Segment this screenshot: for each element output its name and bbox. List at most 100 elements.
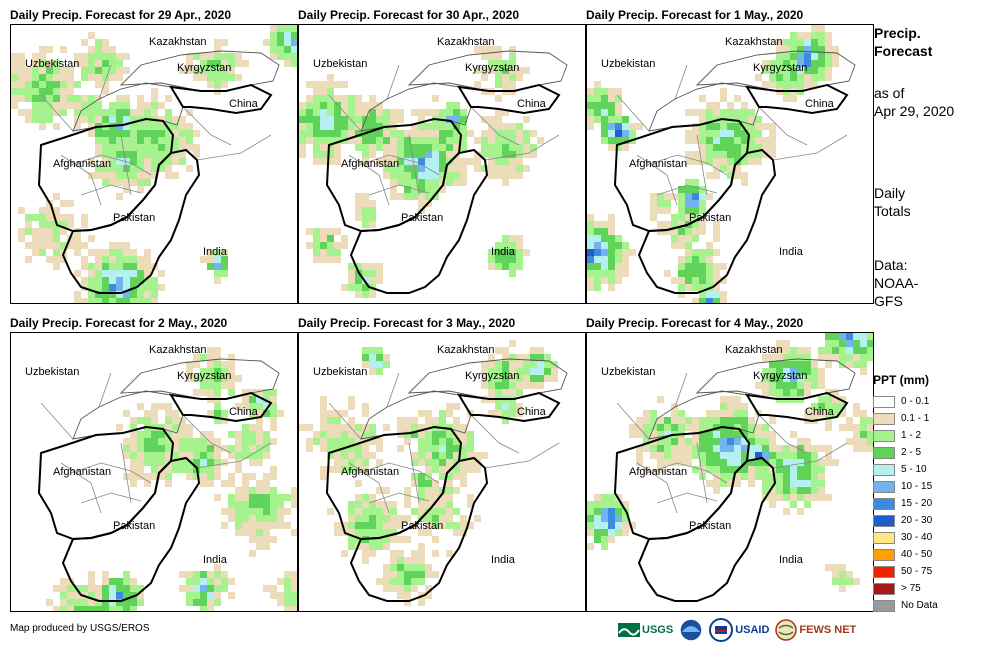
precip-cell — [734, 116, 741, 123]
country-label-kazakhstan: Kazakhstan — [149, 344, 206, 356]
precip-cell — [544, 368, 551, 375]
precip-cell — [137, 256, 144, 263]
precip-cell — [193, 585, 200, 592]
precip-cell — [320, 130, 327, 137]
precip-cell — [320, 228, 327, 235]
precip-cell — [432, 193, 439, 200]
precip-cell — [425, 487, 432, 494]
precip-cell — [685, 242, 692, 249]
precip-cell — [811, 53, 818, 60]
precip-cell — [797, 354, 804, 361]
precip-cell — [594, 515, 601, 522]
precip-cell — [608, 144, 615, 151]
precip-cell — [355, 102, 362, 109]
precip-cell — [214, 368, 221, 375]
precip-cell — [383, 585, 390, 592]
precip-cell — [516, 165, 523, 172]
precip-cell — [214, 599, 221, 606]
precip-cell — [355, 109, 362, 116]
precip-cell — [39, 88, 46, 95]
precip-cell — [397, 109, 404, 116]
country-label-uzbekistan: Uzbekistan — [313, 58, 367, 70]
precip-cell — [81, 95, 88, 102]
legend-swatch — [873, 446, 895, 459]
precip-cell — [207, 592, 214, 599]
precip-cell — [207, 74, 214, 81]
precip-cell — [601, 508, 608, 515]
precip-cell — [720, 109, 727, 116]
precip-cell — [95, 291, 102, 298]
precip-cell — [327, 81, 334, 88]
precip-cell — [509, 158, 516, 165]
precip-cell — [46, 221, 53, 228]
precip-cell — [650, 193, 657, 200]
precip-cell — [228, 515, 235, 522]
precip-cell — [207, 452, 214, 459]
precip-cell — [137, 585, 144, 592]
precip-cell — [214, 277, 221, 284]
precip-cell — [137, 592, 144, 599]
precip-cell — [509, 235, 516, 242]
precip-cell — [411, 508, 418, 515]
precip-cell — [811, 494, 818, 501]
precip-cell — [151, 172, 158, 179]
precip-cell — [348, 137, 355, 144]
precip-cell — [818, 46, 825, 53]
precip-cell — [832, 403, 839, 410]
precip-cell — [811, 46, 818, 53]
precip-cell — [432, 95, 439, 102]
precip-cell — [369, 368, 376, 375]
precip-cell — [144, 438, 151, 445]
precip-cell — [734, 438, 741, 445]
precip-cell — [397, 172, 404, 179]
precip-cell — [418, 137, 425, 144]
country-borders — [37, 50, 280, 294]
precip-cell — [284, 571, 291, 578]
precip-cell — [299, 102, 306, 109]
precip-cell — [516, 123, 523, 130]
precip-cell — [425, 410, 432, 417]
precip-cell — [776, 494, 783, 501]
precip-cell — [46, 242, 53, 249]
precip-cell — [404, 438, 411, 445]
precip-cell — [432, 487, 439, 494]
precip-cell — [699, 193, 706, 200]
precip-cell — [172, 445, 179, 452]
precip-cell — [685, 284, 692, 291]
precip-cell — [221, 410, 228, 417]
precip-cell — [460, 144, 467, 151]
precip-cell — [348, 270, 355, 277]
forecast-panel: Daily Precip. Forecast for 1 May., 2020 K… — [586, 8, 874, 304]
panel-title: Daily Precip. Forecast for 30 Apr., 2020 — [298, 8, 519, 22]
precip-cell — [144, 137, 151, 144]
precip-cell — [193, 53, 200, 60]
precip-cell — [727, 438, 734, 445]
precip-cell — [228, 375, 235, 382]
precip-cell — [699, 256, 706, 263]
precip-cell — [116, 291, 123, 298]
precip-cell — [741, 158, 748, 165]
precip-cell — [601, 494, 608, 501]
precip-cell — [270, 403, 277, 410]
precip-cell — [320, 417, 327, 424]
precip-cell — [699, 200, 706, 207]
precip-cell — [172, 172, 179, 179]
precip-cell — [291, 592, 297, 599]
precip-cell — [839, 578, 846, 585]
precip-cell — [404, 417, 411, 424]
precip-cell — [741, 473, 748, 480]
precip-cell — [256, 487, 263, 494]
precip-cell — [495, 81, 502, 88]
precip-cell — [418, 116, 425, 123]
precip-cell — [706, 109, 713, 116]
precip-cell — [390, 522, 397, 529]
precip-cell — [608, 529, 615, 536]
precip-cell — [615, 242, 622, 249]
precip-cell — [355, 438, 362, 445]
precip-cell — [797, 389, 804, 396]
precip-cell — [32, 88, 39, 95]
focus-country-border — [457, 391, 561, 423]
precip-cell — [46, 256, 53, 263]
precip-cell — [123, 592, 130, 599]
precip-cell — [102, 116, 109, 123]
